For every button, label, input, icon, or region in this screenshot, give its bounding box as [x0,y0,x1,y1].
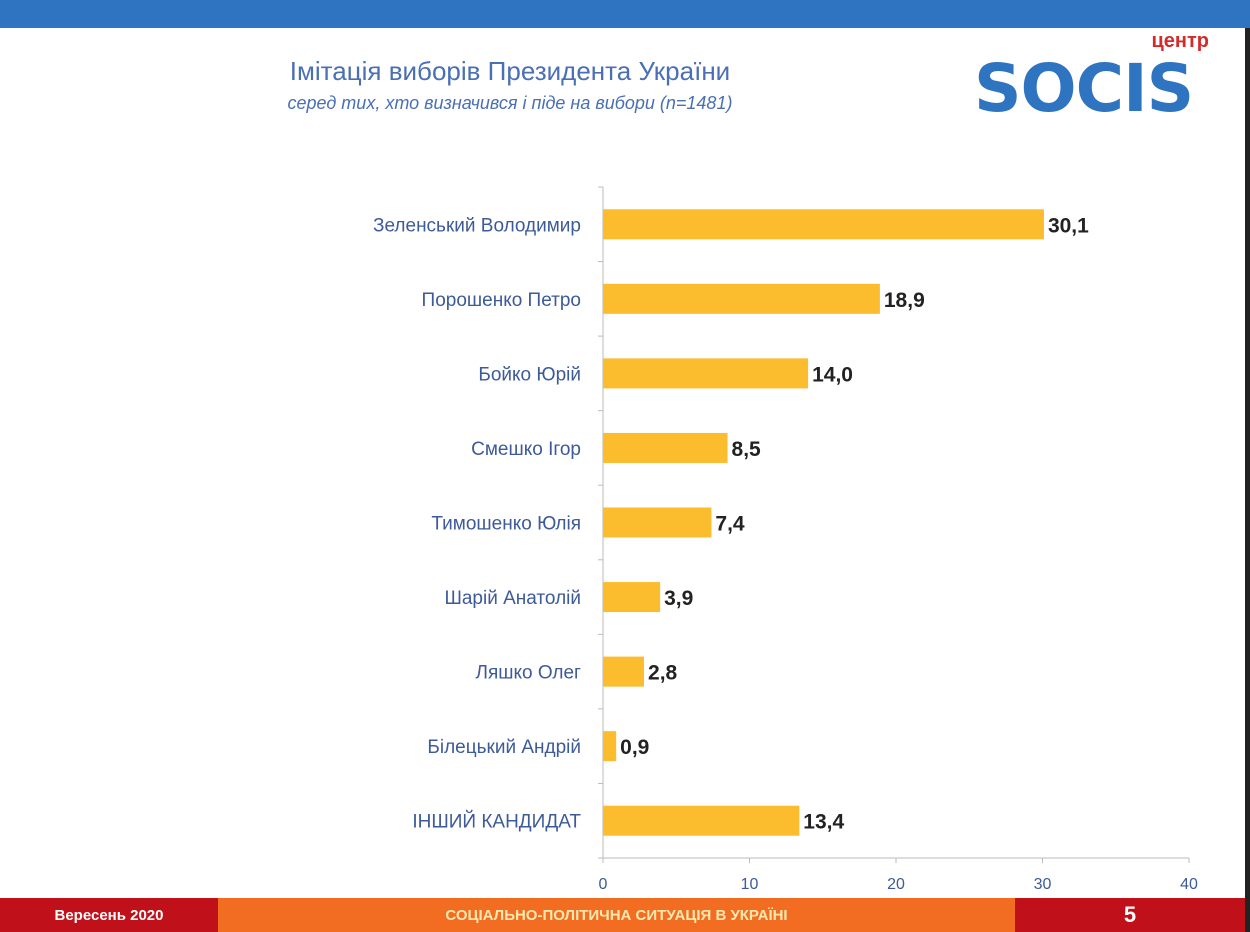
category-label: Білецький Андрій [427,737,581,758]
bar [603,656,645,687]
bar [603,358,809,389]
x-tick-label: 0 [599,876,608,893]
value-label: 0,9 [620,736,649,759]
chart-subtitle: серед тих, хто визначився і піде на вибо… [287,93,733,113]
top-bar [0,0,1250,28]
page-number: 5 [1015,898,1245,932]
category-label: Зеленський Володимир [373,215,581,236]
footer-section: СОЦІАЛЬНО-ПОЛІТИЧНА СИТУАЦІЯ В УКРАЇНІ [218,898,1015,932]
value-label: 18,9 [884,289,925,312]
bar [603,507,712,538]
category-label: ІНШИЙ КАНДИДАТ [412,811,581,833]
footer: Вересень 2020 СОЦІАЛЬНО-ПОЛІТИЧНА СИТУАЦ… [0,898,1245,932]
socis-logo: центр SOCIS [972,30,1237,125]
chart-title: Імітація виборів Президента України [289,56,731,86]
bar [603,805,800,836]
bar [603,731,617,762]
logo-centr: центр [1151,30,1209,52]
right-edge [1245,28,1250,932]
bar-chart: 0 10 20 30 40 Зеленський Володимир 30,1 Порошен… [373,186,1198,893]
value-label: 3,9 [664,587,693,610]
category-label: Смешко Ігор [471,439,581,460]
category-label: Бойко Юрій [478,364,581,385]
bar [603,582,661,613]
value-label: 7,4 [715,513,745,536]
value-label: 30,1 [1048,214,1089,237]
category-label: Ляшко Олег [475,663,581,684]
bar [603,283,880,314]
x-tick-label: 30 [1034,876,1052,893]
x-tick-label: 20 [887,876,905,893]
logo-word: SOCIS [974,50,1194,127]
value-label: 2,8 [648,662,678,685]
category-label: Тимошенко Юлія [431,514,581,535]
category-label: Шарій Анатолій [444,588,581,609]
value-label: 13,4 [803,811,844,834]
bar [603,432,728,463]
value-label: 8,5 [732,438,762,461]
x-tick-label: 10 [741,876,759,893]
value-label: 14,0 [812,363,853,386]
x-tick-label: 40 [1180,876,1198,893]
bar [603,209,1044,240]
footer-date: Вересень 2020 [0,898,218,932]
category-label: Порошенко Петро [422,290,581,311]
